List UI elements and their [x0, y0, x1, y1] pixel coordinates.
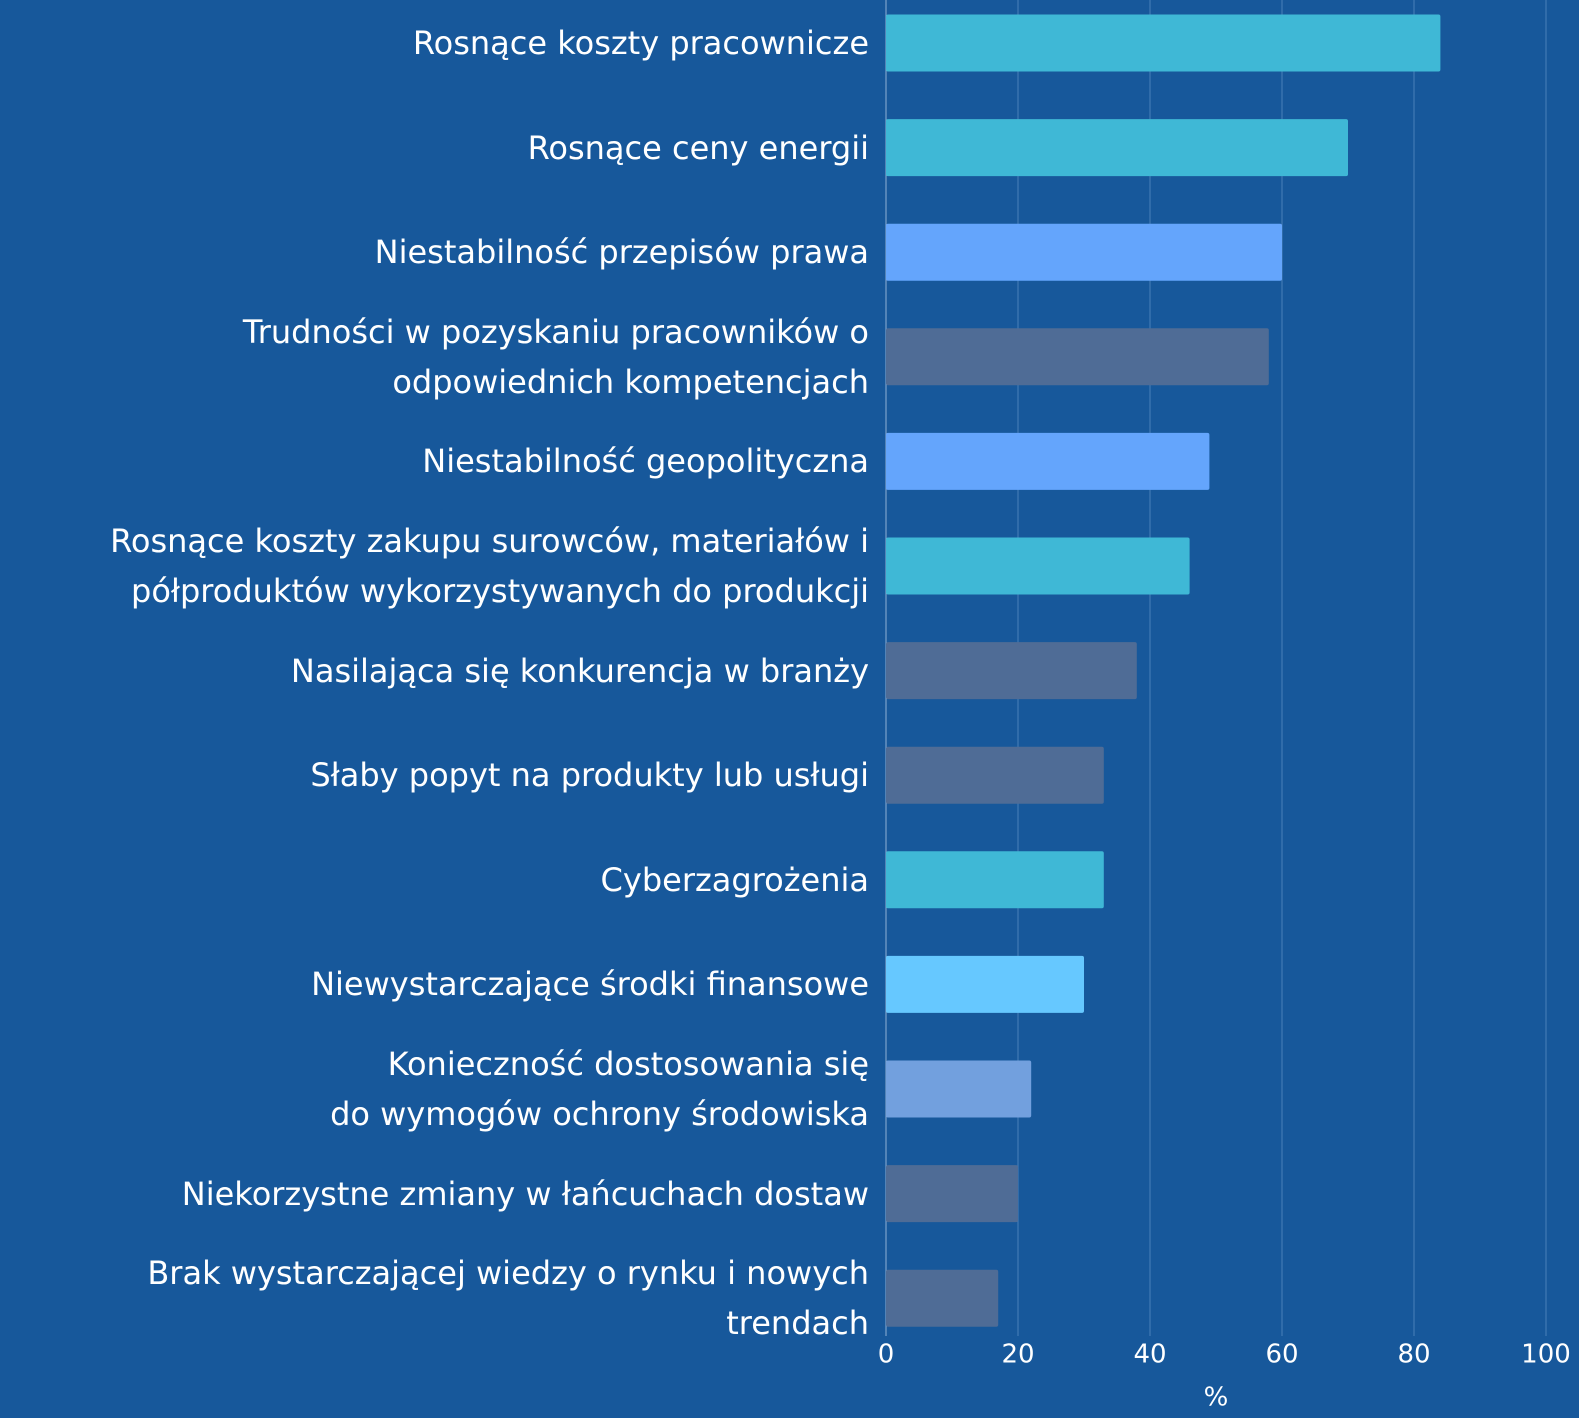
y-tick-label: Cyberzagrożenia [600, 860, 869, 899]
bar [886, 851, 1104, 909]
y-tick-label: Nasilająca się konkurencja w branży [290, 651, 869, 690]
bar [886, 119, 1348, 177]
y-tick-label: Trudności w pozyskaniu pracowników o odp… [242, 312, 869, 401]
y-tick-label: Niestabilność przepisów prawa [374, 233, 869, 272]
bar [886, 432, 1210, 490]
bar [886, 1269, 999, 1327]
bar [886, 223, 1282, 281]
bar [886, 537, 1190, 595]
bar [886, 955, 1084, 1013]
bar [886, 14, 1441, 72]
x-tick-label: 80 [1397, 1340, 1430, 1370]
y-tick-label: Konieczność dostosowania się do wymogów … [330, 1045, 869, 1133]
bar [886, 642, 1137, 700]
y-tick-label: Niekorzystne zmiany w łańcuchach dostaw [181, 1174, 869, 1213]
x-tick-label: 100 [1521, 1340, 1571, 1370]
y-tick-label: Brak wystarczającej wiedzy o rynku i now… [147, 1254, 869, 1343]
y-tick-label: Rosnące koszty pracownicze [412, 24, 869, 62]
y-tick-label: Rosnące ceny energii [527, 128, 869, 167]
x-tick-label: 0 [878, 1340, 895, 1370]
x-tick-label: 60 [1265, 1340, 1298, 1370]
x-axis-label: % [1204, 1383, 1229, 1413]
bar [886, 1165, 1018, 1223]
bar [886, 1060, 1032, 1118]
y-tick-label: Niestabilność geopolityczna [422, 442, 869, 481]
bar [886, 746, 1104, 804]
y-tick-label: Niewystarczające środki finansowe [311, 965, 869, 1004]
x-tick-label: 20 [1001, 1340, 1034, 1370]
y-tick-label: Rosnące koszty zakupu surowców, materiał… [110, 522, 869, 610]
bar [886, 328, 1269, 386]
x-tick-label: 40 [1133, 1340, 1166, 1370]
y-tick-label: Słaby popyt na produkty lub usługi [310, 756, 869, 795]
